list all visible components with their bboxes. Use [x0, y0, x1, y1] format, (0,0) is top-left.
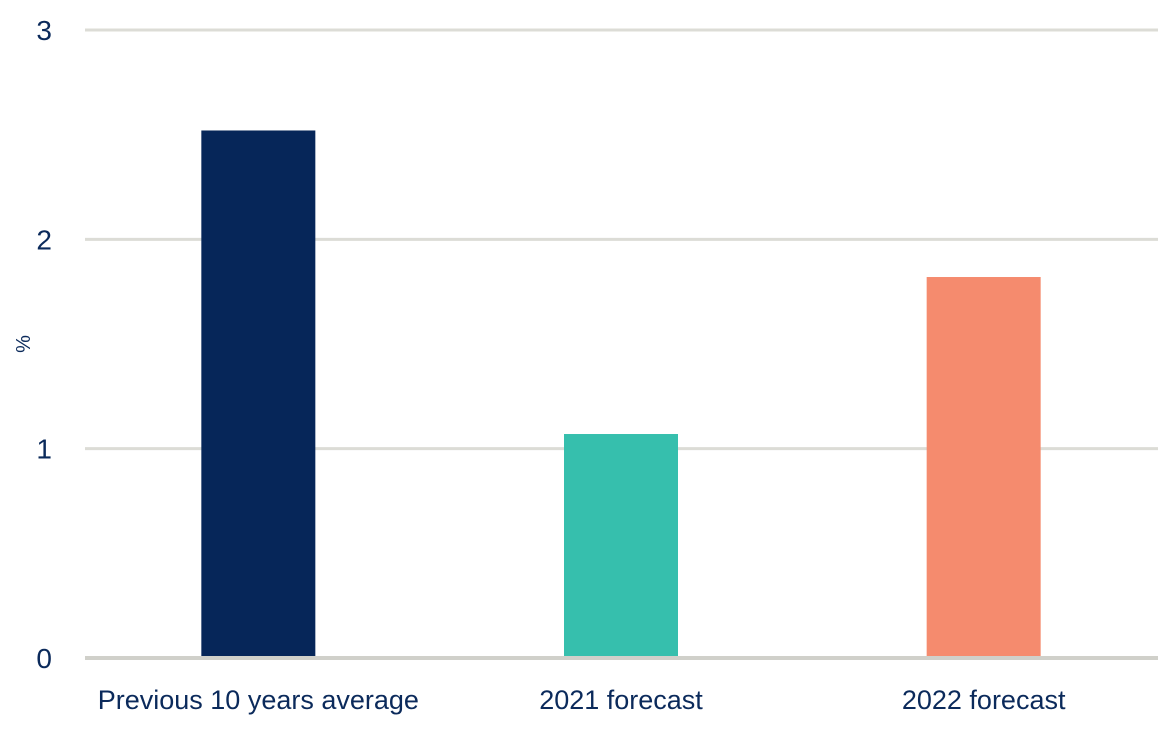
y-tick-label: 1 — [36, 434, 52, 465]
y-axis-label: % — [13, 335, 35, 353]
x-tick-label: Previous 10 years average — [98, 685, 419, 715]
bars — [201, 130, 1041, 657]
x-tick-label: 2021 forecast — [539, 685, 703, 715]
x-tick-label: 2022 forecast — [902, 685, 1066, 715]
x-axis-labels: Previous 10 years average 2021 forecast 20… — [98, 685, 1066, 715]
bar — [564, 434, 678, 656]
bar — [201, 130, 316, 657]
y-tick-label: 0 — [36, 643, 52, 674]
y-tick-label: 3 — [36, 15, 52, 46]
y-tick-label: 2 — [36, 224, 52, 255]
bar — [926, 277, 1041, 656]
y-axis-ticks: 0 1 2 3 — [36, 15, 52, 674]
